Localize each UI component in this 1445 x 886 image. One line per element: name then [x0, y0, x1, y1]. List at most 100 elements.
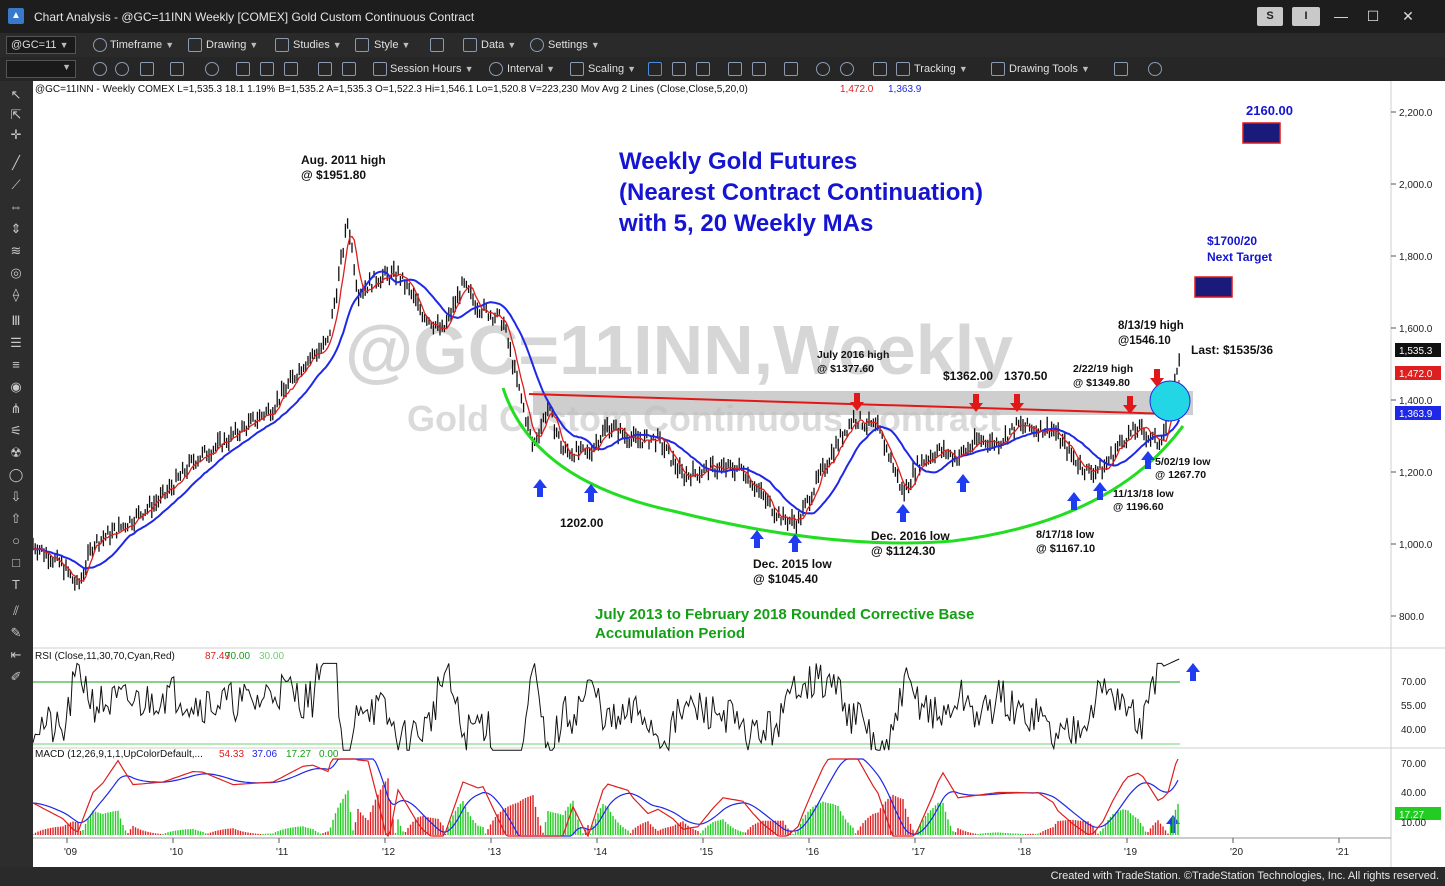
studies-label: Studies: [293, 39, 330, 51]
macd-signal-line: [32, 758, 1179, 837]
parallel-lines-icon[interactable]: ⫽: [13, 603, 19, 618]
up-arrow-icon: [788, 534, 802, 552]
zoom-out-icon[interactable]: [840, 62, 854, 76]
chat-icon[interactable]: [1148, 62, 1162, 76]
channel-icon[interactable]: ≋: [10, 243, 22, 258]
table-icon[interactable]: [342, 62, 356, 76]
volume-icon[interactable]: [728, 62, 742, 76]
macd-zero: 0.00: [319, 749, 339, 760]
price-axis: 2,200.0 2,000.0 1,800.0 1,600.0 1,400.0 1,200…: [1391, 108, 1433, 623]
horizontal-line-icon[interactable]: ⇔: [9, 199, 23, 214]
image-icon[interactable]: [236, 62, 250, 76]
pointer-icon[interactable]: ↖: [10, 87, 22, 102]
breakout-circle: [1149, 380, 1191, 422]
chart-header: @GC=11INN - Weekly COMEX L=1,535.3 18.1 …: [35, 84, 748, 95]
style-button[interactable]: Style ▼: [374, 37, 410, 53]
ray-icon[interactable]: ⟋: [11, 177, 21, 192]
point-figure-icon[interactable]: [752, 62, 766, 76]
layout-icon[interactable]: [430, 38, 444, 52]
bars-icon[interactable]: Ⅲ: [11, 313, 21, 328]
arc-icon[interactable]: ☢: [10, 445, 22, 460]
scaling-label: Scaling: [588, 63, 625, 75]
symbol-input[interactable]: @GC=11 ▼: [6, 36, 76, 54]
dots-icon[interactable]: [873, 62, 887, 76]
chevron-down-icon: ▼: [401, 40, 411, 50]
circle-icon[interactable]: [93, 62, 107, 76]
macd-signal: 37.06: [252, 749, 277, 760]
scaling-button[interactable]: Scaling ▼: [588, 61, 636, 77]
bar-chart-icon[interactable]: [648, 62, 662, 76]
add-window-icon[interactable]: [1114, 62, 1128, 76]
down-arrow-icon: [850, 393, 864, 411]
vertical-line-icon[interactable]: ⇕: [10, 221, 22, 236]
interval-input[interactable]: ▼: [6, 60, 76, 78]
price-axis-label: 1,800.0: [1399, 252, 1433, 263]
crosshair-icon[interactable]: ✛: [10, 127, 22, 142]
candle-icon[interactable]: [672, 62, 686, 76]
price-axis-label: 2,200.0: [1399, 108, 1433, 119]
fib-icon[interactable]: ⟠: [12, 287, 20, 302]
kagi-icon[interactable]: [784, 62, 798, 76]
minimize-button[interactable]: —: [1334, 8, 1348, 24]
annotation-aug2011: Aug. 2011 high: [301, 153, 386, 167]
select-icon[interactable]: ⇱: [10, 107, 22, 122]
spiral-icon[interactable]: ◉: [10, 379, 22, 394]
zoom-in-icon[interactable]: [816, 62, 830, 76]
timeframe-button[interactable]: Timeframe ▼: [110, 37, 174, 53]
window-icon[interactable]: [140, 62, 154, 76]
fib-extension-icon[interactable]: ≡: [12, 357, 20, 372]
target-next-label: Next Target: [1207, 250, 1272, 264]
chart-title-1: Weekly Gold Futures: [619, 148, 857, 175]
drawing-tools-button[interactable]: Drawing Tools ▼: [1009, 61, 1090, 77]
session-icon: [373, 62, 387, 76]
chart-icon[interactable]: [170, 62, 184, 76]
settings-button[interactable]: Settings ▼: [548, 37, 600, 53]
gann-icon[interactable]: ◎: [10, 265, 22, 280]
grid-icon[interactable]: [318, 62, 332, 76]
session-hours-button[interactable]: Session Hours ▼: [390, 61, 474, 77]
up-arrow-icon: [1186, 663, 1200, 681]
time-axis-label: '21: [1336, 847, 1349, 858]
s-button[interactable]: S: [1257, 7, 1283, 26]
andrews-pitchfork-icon[interactable]: ⋔: [10, 401, 22, 416]
speed-lines-icon[interactable]: ⚟: [10, 423, 22, 438]
maximize-button[interactable]: ☐: [1366, 8, 1380, 24]
i-button[interactable]: I: [1292, 7, 1320, 26]
sync-icon[interactable]: [205, 62, 219, 76]
last-price-label: Last: $1535/36: [1191, 343, 1273, 357]
arrow-down-icon[interactable]: ⇩: [10, 489, 22, 504]
annotations: Aug. 2011 high @ $1951.80 1202.00 Dec. 2…: [301, 153, 1095, 586]
studies-button[interactable]: Studies ▼: [293, 37, 342, 53]
chart-area[interactable]: @GC=11INN,Weekly Gold Custom Continuous …: [32, 81, 1445, 867]
time-axis-label: '16: [806, 847, 819, 858]
chevron-down-icon: ▼: [507, 40, 517, 50]
refresh-icon[interactable]: [115, 62, 129, 76]
line-chart-icon[interactable]: [696, 62, 710, 76]
tracking-button[interactable]: Tracking ▼: [914, 61, 968, 77]
interval-button[interactable]: Interval ▼: [507, 61, 555, 77]
data-button[interactable]: Data ▼: [481, 37, 516, 53]
status-bar: Created with TradeStation. ©TradeStation…: [0, 867, 1445, 886]
text-icon[interactable]: T: [12, 577, 20, 592]
eraser-icon[interactable]: ✎: [10, 625, 22, 640]
close-button[interactable]: ✕: [1402, 8, 1414, 24]
chart-title-2: (Nearest Contract Continuation): [619, 179, 983, 206]
fib-retracement-icon[interactable]: ☰: [10, 335, 22, 350]
up-arrow-icon: [1141, 451, 1155, 469]
pdf-icon[interactable]: [260, 62, 274, 76]
trendline-icon[interactable]: ╱: [12, 155, 20, 170]
chevron-down-icon: ▼: [546, 64, 556, 74]
drawing-button[interactable]: Drawing ▼: [206, 37, 258, 53]
search-icon[interactable]: [284, 62, 298, 76]
rectangle-icon[interactable]: □: [12, 555, 20, 570]
circle-icon[interactable]: ◯: [8, 467, 24, 482]
up-arrow-icon: [1067, 492, 1081, 510]
chart-title-3: with 5, 20 Weekly MAs: [618, 210, 873, 237]
hide-icon[interactable]: ⇤: [10, 647, 22, 662]
arrow-up-icon[interactable]: ⇧: [10, 511, 22, 526]
rsi-line: [32, 658, 1180, 752]
edit-icon[interactable]: ✐: [10, 669, 22, 684]
ellipse-icon[interactable]: ○: [12, 533, 20, 548]
watermark-symbol: @GC=11INN,Weekly: [345, 311, 1013, 389]
timeframe-label: Timeframe: [110, 39, 163, 51]
